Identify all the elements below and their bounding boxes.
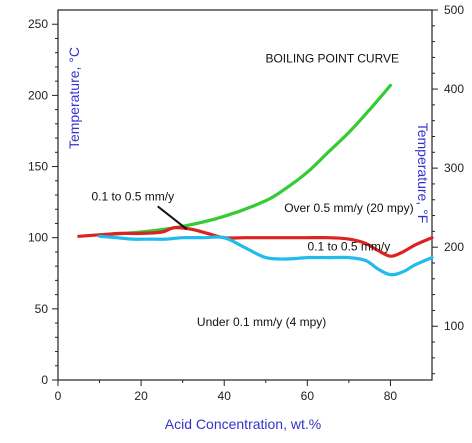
y-axis-title-left: Temperature, °C (66, 47, 82, 149)
y-tick-label-left: 200 (28, 88, 48, 102)
y-tick-label-left: 150 (28, 160, 48, 174)
annotations: BOILING POINT CURVE 0.1 to 0.5 mm/y Over 0… (91, 52, 413, 329)
y-tick-label-left: 0 (41, 373, 48, 387)
series-lines (77, 83, 434, 277)
red-iso-corrosion-line (77, 226, 434, 258)
x-tick-label: 0 (55, 389, 62, 403)
y-tick-label-left: 50 (35, 302, 49, 316)
y-tick-label-right: 200 (444, 240, 464, 254)
y-tick-label-right: 300 (444, 161, 464, 175)
boiling-point-label: BOILING POINT CURVE (265, 52, 399, 66)
x-tick-label: 20 (134, 389, 148, 403)
y-tick-label-left: 250 (28, 17, 48, 31)
y-tick-label-right: 400 (444, 82, 464, 96)
x-tick-label: 80 (384, 389, 398, 403)
over-limit-label: Over 0.5 mm/y (20 mpy) (284, 201, 413, 215)
x-tick-label: 60 (301, 389, 315, 403)
x-tick-label: 40 (218, 389, 232, 403)
mid-band-label: 0.1 to 0.5 mm/y (308, 240, 391, 254)
blue-iso-corrosion-line (98, 234, 434, 277)
axes: 0 20 40 60 80 0 50 100 150 200 250 100 200 300 400 500 (28, 3, 464, 403)
y-tick-label-right: 100 (444, 319, 464, 333)
y-axis-title-right: Temperature, °F (415, 123, 431, 224)
annotation-leader-line (157, 205, 188, 230)
upper-band-label: 0.1 to 0.5 mm/y (91, 190, 174, 204)
y-tick-label-right: 500 (444, 3, 464, 17)
under-limit-label: Under 0.1 mm/y (4 mpy) (197, 315, 326, 329)
y-tick-label-left: 100 (28, 231, 48, 245)
x-axis-title: Acid Concentration, wt.% (165, 416, 321, 432)
